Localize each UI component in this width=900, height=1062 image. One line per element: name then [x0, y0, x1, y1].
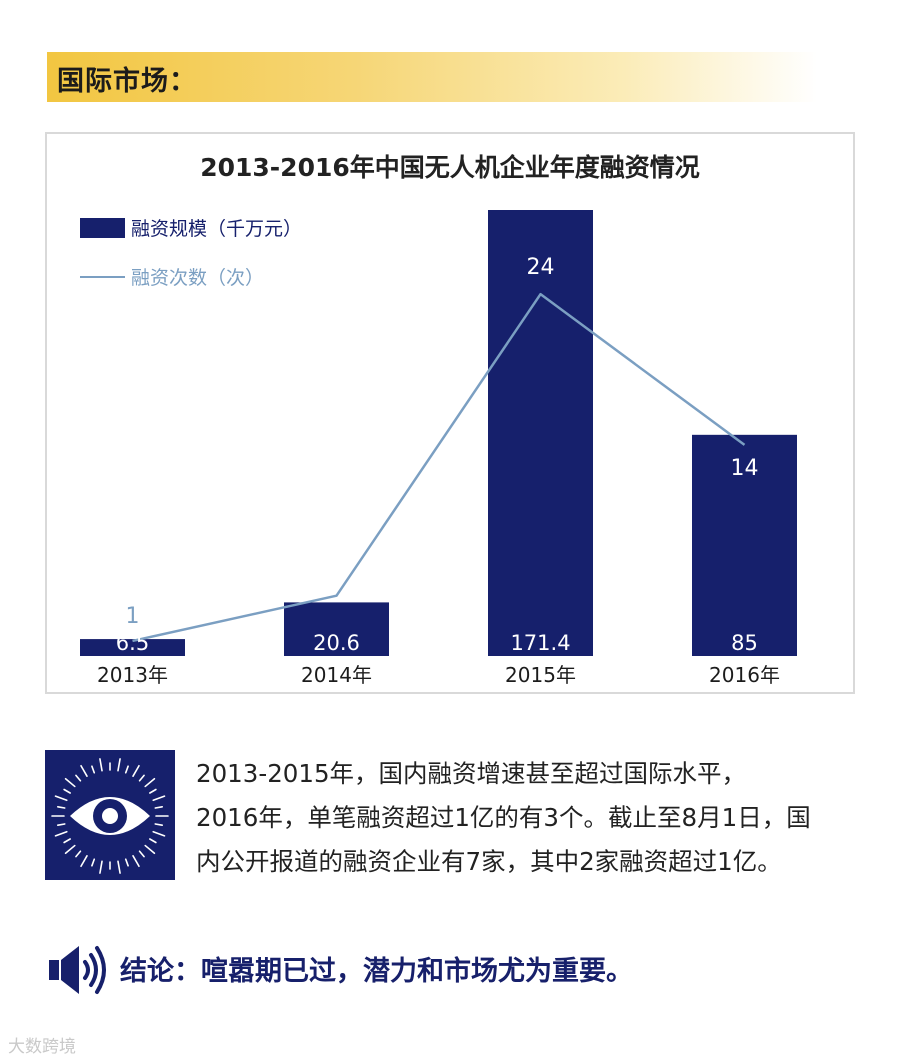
line-value-label: 4	[330, 567, 344, 592]
speaker-icon	[49, 946, 106, 994]
watermark: 大数跨境	[8, 1037, 76, 1057]
bar-value-label: 85	[731, 631, 758, 655]
legend-line-label: 融资次数（次）	[131, 267, 264, 289]
note-line: 2013-2015年，国内融资增速甚至超过国际水平，	[196, 759, 747, 788]
chart-frame: 2013-2016年中国无人机企业年度融资情况 融资规模（千万元） 融资次数（次…	[45, 132, 855, 694]
x-tick-label: 2014年	[301, 663, 372, 687]
bar-value-label: 20.6	[313, 631, 360, 655]
note-line: 2016年，单笔融资超过1亿的有3个。截止至8月1日，国	[196, 803, 811, 832]
bar-4	[692, 434, 797, 656]
chart-title: 2013-2016年中国无人机企业年度融资情况	[200, 153, 700, 182]
bar-value-label: 6.5	[116, 631, 149, 655]
eye-icon	[51, 758, 169, 874]
line-value-label: 24	[527, 255, 555, 280]
note-icon-panel	[45, 750, 175, 880]
bar-value-label: 171.4	[510, 631, 570, 655]
x-tick-label: 2015年	[505, 663, 576, 687]
bar-1	[80, 639, 185, 656]
x-tick-label: 2016年	[709, 663, 780, 687]
section-header: 国际市场：	[47, 52, 817, 102]
conclusion-text: 结论：喧嚣期已过，潜力和市场尤为重要。	[120, 956, 633, 987]
legend-bar-label: 融资规模（千万元）	[131, 218, 302, 240]
note-text: 2013-2015年，国内融资增速甚至超过国际水平， 2016年，单笔融资超过1…	[196, 752, 886, 884]
bar-2	[284, 602, 389, 656]
line-value-label: 14	[731, 456, 759, 481]
legend-bar-swatch	[80, 218, 125, 238]
x-tick-label: 2013年	[97, 663, 168, 687]
line-series	[132, 292, 746, 643]
section-title: 国际市场：	[57, 66, 197, 97]
bar-3	[488, 210, 593, 656]
line-value-label: 1	[126, 604, 140, 629]
note-line: 内公开报道的融资企业有7家，其中2家融资超过1亿。	[196, 847, 782, 876]
financing-chart: 2013-2016年中国无人机企业年度融资情况 融资规模（千万元） 融资次数（次…	[80, 153, 797, 687]
